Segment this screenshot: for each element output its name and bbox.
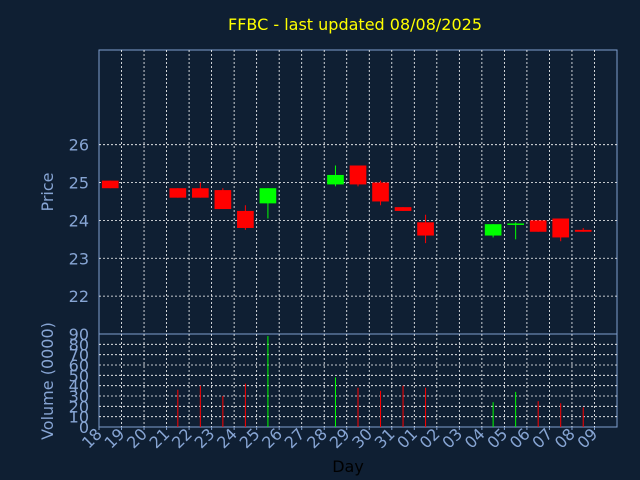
volume-tick-label: 30 — [69, 387, 89, 406]
price-candles — [101, 165, 592, 244]
candle-body — [574, 229, 592, 232]
candle-body — [484, 224, 502, 236]
volume-bars — [177, 336, 584, 427]
candle-body — [192, 188, 209, 198]
candle-body — [552, 218, 570, 238]
volume-grid — [99, 334, 617, 427]
price-tick-label: 23 — [69, 249, 89, 268]
price-tick-label: 25 — [69, 174, 89, 193]
candle-body — [169, 188, 187, 198]
price-tick-label: 22 — [69, 287, 89, 306]
price-tick-label: 24 — [69, 211, 89, 230]
candle-body — [259, 188, 277, 204]
price-axis-label: Price — [38, 172, 57, 211]
candle-body — [507, 223, 524, 225]
volume-tick-label: 50 — [69, 366, 89, 385]
price-tick-labels: 22 23 24 25 26 — [69, 136, 89, 306]
candle-body — [349, 165, 367, 185]
candle-body — [214, 190, 232, 210]
volume-tick-label: 10 — [69, 408, 89, 427]
volume-tick-label: 90 — [69, 325, 89, 344]
candle-body — [101, 180, 119, 189]
volume-tick-label: 70 — [69, 346, 89, 365]
candle-body — [327, 174, 344, 185]
volume-tick-label: 20 — [69, 397, 89, 416]
volume-tick-label: 40 — [69, 377, 89, 396]
candle-body — [237, 210, 254, 228]
candle-body — [372, 182, 389, 202]
candle-body — [394, 207, 412, 211]
volume-tick-label: 60 — [69, 356, 89, 375]
candle-body — [417, 222, 434, 236]
chart-title: FFBC - last updated 08/08/2025 — [228, 15, 482, 34]
price-grid — [99, 50, 617, 334]
price-panel: 22 23 24 25 26 — [69, 49, 618, 335]
volume-tick-label: 0 — [79, 418, 89, 437]
price-tick-label: 26 — [69, 136, 89, 155]
x-tick-labels: 1819202122232425262728293031010203040506… — [78, 424, 601, 452]
volume-axis-label: Volume (0000) — [38, 322, 57, 440]
x-axis-label: Day — [332, 457, 364, 476]
volume-tick-label: 80 — [69, 335, 89, 354]
candle-body — [529, 220, 547, 232]
